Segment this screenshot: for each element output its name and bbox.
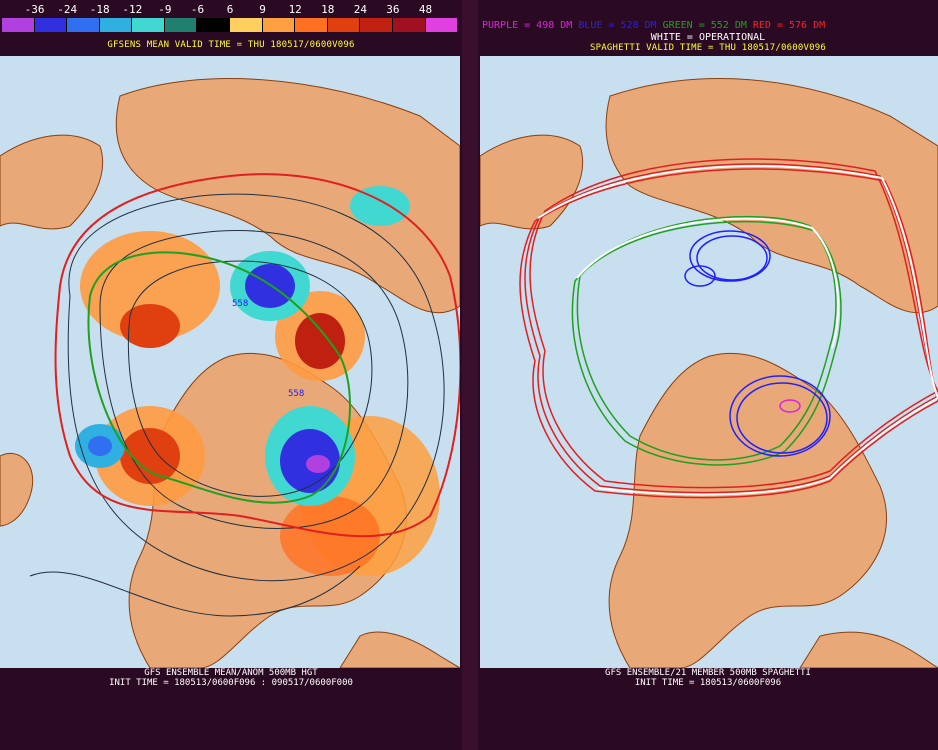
colorbar-cell (230, 18, 263, 32)
green-552-contour (87, 251, 351, 504)
colorbar-cell (360, 18, 393, 32)
colorbar-cell (295, 18, 328, 32)
anomaly-colorbar (2, 18, 459, 32)
ensemble-mean-map[interactable]: 558 558 (0, 56, 460, 668)
colorbar-label: -12 (122, 3, 143, 16)
anomaly-shading (75, 186, 440, 576)
right-footer-line2: INIT TIME = 180513/0600F096 (634, 678, 782, 688)
colorbar-cell (392, 18, 426, 32)
colorbar-labels: -36 -24 -18 -12 -9 -6 6 9 12 18 24 36 48 (2, 4, 458, 16)
colorbar-label: 6 (226, 3, 234, 16)
colorbar-cell (2, 18, 35, 32)
spaghetti-map[interactable] (480, 56, 938, 668)
blue-528-spaghetti (684, 230, 831, 457)
operational-576-line (537, 165, 938, 496)
contour-label: 558 (232, 299, 248, 309)
colorbar-label: -24 (57, 3, 78, 16)
colorbar-label: 24 (353, 3, 367, 16)
legend-entry: PURPLE = 498 DM (482, 20, 573, 31)
legend-entry: BLUE = 528 DM (578, 20, 657, 31)
colorbar-label: 9 (259, 3, 266, 16)
colorbar-cell (262, 18, 296, 32)
left-footer-line1: GFS ENSEMBLE MEAN/ANOM 500MB HGT (144, 668, 318, 678)
colorbar-label: -6 (190, 3, 205, 16)
height-contours (29, 193, 445, 617)
operational-552-line (576, 217, 839, 349)
colorbar-label: 36 (386, 3, 400, 16)
colorbar-label: -9 (158, 3, 172, 16)
colorbar-cell (99, 18, 133, 32)
ensemble-mean-panel: -36 -24 -18 -12 -9 -6 6 9 12 18 24 36 48 GFSENS MEAN… (0, 0, 462, 750)
colorbar-cell (132, 18, 165, 32)
colorbar-cell (164, 18, 198, 32)
colorbar-cell (425, 18, 459, 32)
colorbar-label: 48 (418, 3, 433, 16)
colorbar-cell (67, 18, 100, 32)
panel-divider (462, 0, 478, 750)
legend-entry: GREEN = 552 DM (662, 20, 747, 31)
red-576-spaghetti (519, 158, 938, 499)
spaghetti-legend: PURPLE = 498 DM BLUE = 528 DM GREEN = 552 … (482, 20, 938, 31)
operational-label: WHITE = OPERATIONAL (650, 32, 766, 43)
colorbar-label: -36 (24, 3, 45, 16)
right-footer-line1: GFS ENSEMBLE/21 MEMBER 500MB SPAGHETTI (605, 668, 811, 678)
colorbar-cell (327, 18, 361, 32)
spaghetti-panel: PURPLE = 498 DM BLUE = 528 DM GREEN = 552 … (478, 0, 938, 750)
land-masses (480, 78, 938, 668)
colorbar-label: 18 (321, 3, 335, 16)
colorbar-cell (197, 18, 231, 32)
red-576-contour (54, 173, 460, 538)
colorbar-label: -18 (89, 3, 110, 16)
green-552-spaghetti (571, 215, 842, 466)
right-panel-title: SPAGHETTI VALID TIME = THU 180517/0600V0… (590, 43, 826, 53)
colorbar-label: 12 (288, 3, 302, 16)
legend-entry: RED = 576 DM (752, 20, 826, 31)
left-panel-title: GFSENS MEAN VALID TIME = THU 180517/0600… (107, 40, 355, 50)
colorbar-cell (34, 18, 68, 32)
left-footer-line2: INIT TIME = 180513/0600F096 : 090517/060… (109, 678, 353, 688)
contour-label: 558 (288, 389, 304, 399)
purple-498-contour (779, 399, 801, 413)
